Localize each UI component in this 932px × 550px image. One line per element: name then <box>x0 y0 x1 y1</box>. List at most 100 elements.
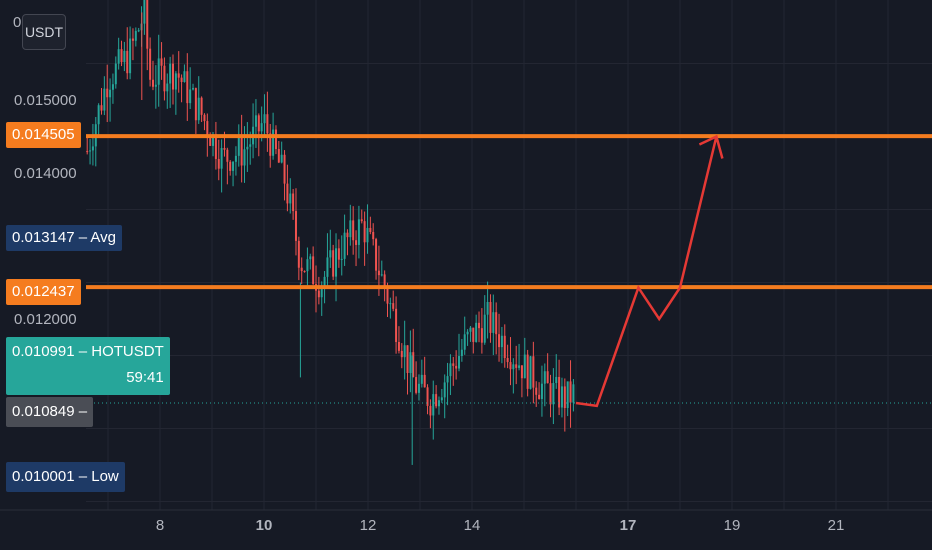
candle-body <box>389 303 392 305</box>
candle-body <box>523 354 526 379</box>
low-value: 0.010001 – Low <box>12 468 119 485</box>
candle-body <box>197 97 200 121</box>
candle-body <box>518 365 521 368</box>
candle-body <box>572 384 575 403</box>
candle-body <box>546 371 549 384</box>
y-tick-label: 0.012000 <box>14 311 77 328</box>
candle-body <box>123 50 126 63</box>
candle-body <box>529 356 532 389</box>
candle-body <box>114 63 117 85</box>
projection-arrow <box>575 136 718 408</box>
candle-body <box>383 274 386 289</box>
candle-body <box>294 211 297 241</box>
candle-body <box>303 271 306 273</box>
candle-body <box>380 274 383 276</box>
candle-body <box>560 386 563 408</box>
avg-label: 0.013147 – Avg <box>6 225 122 251</box>
candle-body <box>449 363 452 377</box>
candle-body <box>163 65 166 92</box>
x-tick-label: 21 <box>828 517 845 534</box>
candle-body <box>106 88 109 98</box>
candle-body <box>209 136 212 146</box>
candle-body <box>429 405 432 416</box>
candle-body <box>566 381 569 408</box>
currency-button[interactable]: USDT <box>22 14 66 50</box>
candle-body <box>340 258 343 260</box>
candle-body <box>395 308 398 342</box>
candle-body <box>129 38 132 74</box>
last-price-value: 0.010849 – <box>12 403 88 420</box>
candle-body <box>392 303 395 309</box>
candle-body <box>172 63 174 90</box>
candle-body <box>332 250 335 277</box>
candle-body <box>137 30 140 32</box>
candle-body <box>346 232 349 238</box>
candle-body <box>257 115 260 132</box>
candle-body <box>166 83 169 92</box>
candle-body <box>397 341 400 351</box>
y-tick-label: 0.014000 <box>14 165 77 182</box>
candle-body <box>432 394 435 416</box>
candle-body <box>417 383 420 393</box>
top-price-tick: 0 <box>13 14 22 31</box>
candle-body <box>375 239 378 271</box>
candle-body <box>526 354 529 389</box>
x-tick-label: 10 <box>256 517 273 534</box>
candle-body <box>146 0 149 49</box>
candle-body <box>475 322 478 342</box>
candle-body <box>549 383 552 405</box>
candle-body <box>143 0 146 24</box>
candle-body <box>160 58 163 66</box>
symbol-price-label: 0.010991 – HOTUSDT 59:41 <box>6 337 170 395</box>
candle-body <box>266 114 269 134</box>
candle-body <box>409 352 412 374</box>
candle-body <box>134 30 137 41</box>
candle-body <box>363 221 366 243</box>
candle-body <box>452 363 455 366</box>
candle-body <box>435 394 438 407</box>
candle-body <box>111 84 114 90</box>
candle-body <box>260 123 263 132</box>
candle-body <box>323 276 326 288</box>
candle-body <box>458 356 460 369</box>
candle-body <box>406 345 409 374</box>
level-high-value: 0.014505 <box>12 126 75 143</box>
candle-body <box>192 88 195 90</box>
symbol-price-value: 0.010991 – HOTUSDT <box>12 343 164 360</box>
candle-body <box>558 376 561 408</box>
candle-body <box>109 89 112 98</box>
candle-body <box>478 322 481 329</box>
candle-body <box>337 248 340 260</box>
candle-body <box>423 374 426 388</box>
candle-body <box>552 383 555 405</box>
candle-body <box>326 257 329 277</box>
candle-body <box>89 150 92 152</box>
candle-body <box>503 335 506 358</box>
candle-body <box>174 73 177 90</box>
candle-body <box>229 161 232 171</box>
candle-body <box>157 58 160 85</box>
candle-body <box>214 134 217 159</box>
candle-body <box>492 312 495 333</box>
candle-body <box>283 154 286 184</box>
candle-body <box>246 146 249 150</box>
candle-body <box>186 71 189 104</box>
candle-body <box>349 220 352 238</box>
candle-body <box>154 84 157 87</box>
candle-body <box>489 301 492 333</box>
candle-body <box>500 335 503 348</box>
candle-body <box>306 259 309 272</box>
candle-body <box>360 219 363 222</box>
candle-body <box>480 328 483 343</box>
x-tick-label: 12 <box>360 517 377 534</box>
candle-body <box>460 349 463 357</box>
candle-body <box>377 270 380 276</box>
candle-body <box>532 356 535 388</box>
candle-body <box>300 267 303 272</box>
candle-body <box>286 183 289 204</box>
x-tick-label: 19 <box>724 517 741 534</box>
candle-body <box>506 357 509 363</box>
candle-body <box>335 248 338 277</box>
candle-body <box>355 240 358 245</box>
